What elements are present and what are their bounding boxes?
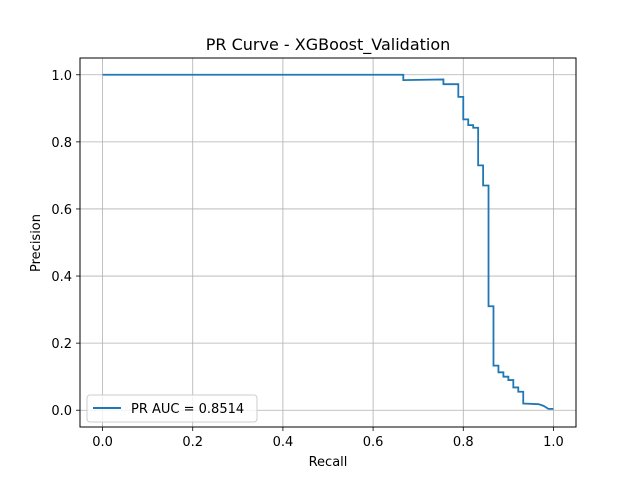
y-tick-label: 0.4 [51, 270, 72, 285]
series-layer [102, 73, 554, 410]
x-tick-label: 1.0 [543, 435, 564, 450]
y-tick-label: 0.0 [51, 404, 72, 419]
plot-frame [79, 57, 577, 428]
x-tick-label: 0.2 [182, 435, 203, 450]
legend-label: PR AUC = 0.8514 [131, 402, 244, 417]
x-tick-label: 0.4 [273, 435, 294, 450]
x-tick-label: 0.0 [92, 435, 113, 450]
y-tick-label: 1.0 [51, 69, 72, 84]
legend: PR AUC = 0.8514 [86, 394, 258, 423]
y-tick-label: 0.2 [51, 337, 72, 352]
pr-curve-line [102, 73, 554, 410]
legend-box [86, 394, 258, 423]
y-axis-label: Precision [29, 214, 44, 272]
x-tick-label: 0.8 [453, 435, 474, 450]
x-axis-label: Recall [309, 455, 348, 470]
axis-ticks: 0.0 0.2 0.4 0.6 0.8 1.0 0.0 0.2 0.4 0.6 0.8 1.0 [51, 69, 563, 450]
x-tick-label: 0.6 [363, 435, 384, 450]
y-tick-label: 0.6 [51, 203, 72, 218]
y-tick-label: 0.8 [51, 136, 72, 151]
grid-lines [80, 58, 576, 427]
chart-title: PR Curve - XGBoost_Validation [206, 35, 451, 55]
